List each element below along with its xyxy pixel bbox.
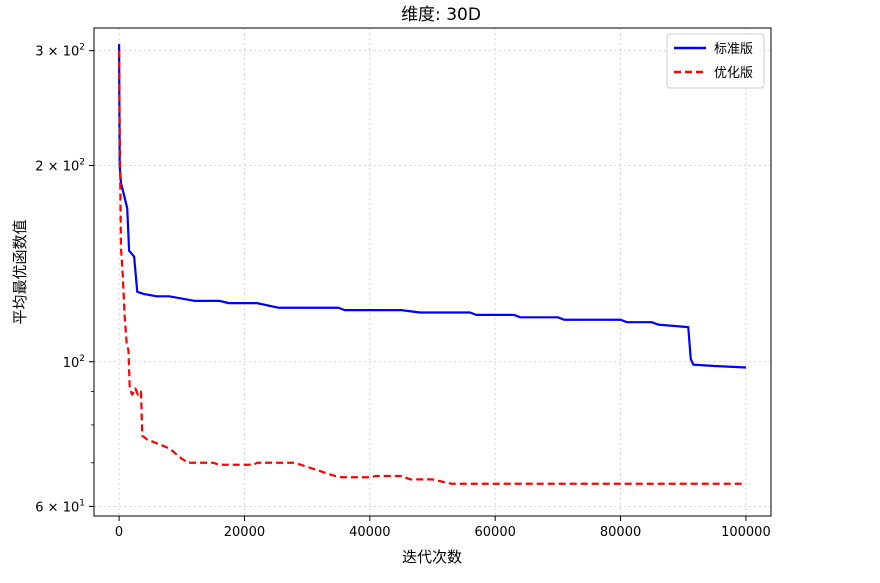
x-axis-label: 迭代次数	[402, 548, 462, 566]
grid	[94, 28, 771, 516]
y-tick-label-exponent: 2	[79, 43, 85, 53]
y-tick-label: 3 × 102	[35, 43, 85, 60]
x-tick-label: 60000	[475, 525, 516, 540]
y-tick-label-base: 6 × 10	[35, 500, 79, 515]
y-tick-label: 6 × 101	[35, 498, 85, 515]
series-line-0	[117, 44, 746, 369]
plot-frame	[93, 27, 772, 517]
y-tick-label-exponent: 2	[79, 354, 85, 364]
series-line-1	[117, 50, 746, 485]
legend: 标准版 优化版	[666, 33, 765, 89]
chart-title: 维度: 30D	[401, 5, 481, 25]
y-tick-label-exponent: 1	[79, 498, 85, 508]
y-tick-label-base: 2 × 10	[35, 159, 79, 174]
x-tick-label: 0	[115, 525, 123, 540]
legend-label-optimized: 优化版	[714, 66, 753, 81]
legend-label-standard: 标准版	[714, 42, 753, 57]
x-axis-ticks: 0 20000 40000 60000 80000 100000	[115, 516, 771, 540]
x-tick-label: 80000	[600, 525, 641, 540]
y-tick-label-base: 10	[63, 356, 80, 371]
series-layer	[117, 44, 746, 485]
y-axis-label: 平均最优函数值	[11, 219, 29, 324]
x-tick-label: 40000	[349, 525, 390, 540]
y-tick-label-exponent: 2	[79, 157, 85, 167]
x-tick-label: 20000	[224, 525, 265, 540]
x-tick-label: 100000	[721, 525, 771, 540]
y-tick-label: 2 × 102	[35, 157, 85, 174]
y-tick-label: 102	[63, 354, 85, 371]
y-tick-label-base: 3 × 10	[35, 45, 79, 60]
